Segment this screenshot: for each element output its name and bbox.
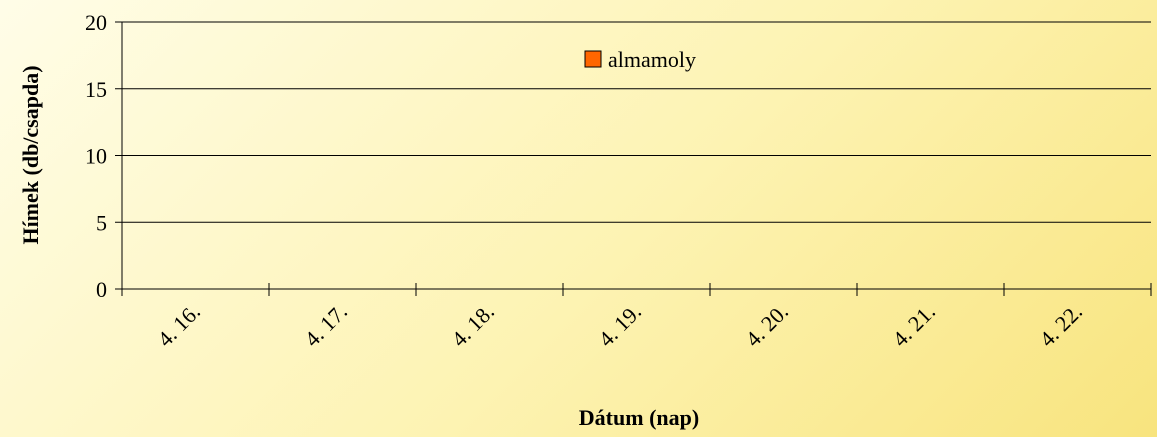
legend-label: almamoly [608, 47, 696, 72]
y-tick-label: 5 [96, 210, 107, 235]
y-tick-label: 10 [85, 144, 107, 169]
x-tick-label: 4. 18. [446, 299, 499, 352]
x-axis-ticks: 4. 16. 4. 17. 4. 18. 4. 19. 4. 20. 4. 21. 4. 2… [121, 283, 1152, 352]
x-tick-label: 4. 16. [152, 299, 205, 352]
legend: almamoly [584, 47, 696, 72]
x-tick-label: 4. 21. [887, 299, 940, 352]
y-axis-title: Hímek (db/csapda) [18, 65, 43, 244]
y-tick-label: 20 [85, 10, 107, 35]
y-axis-ticks: 0 5 10 15 20 [85, 10, 122, 302]
gridlines [122, 21, 1151, 223]
x-axis-title: Dátum (nap) [579, 405, 699, 430]
x-tick-label: 4. 17. [299, 299, 352, 352]
x-tick-label: 4. 20. [740, 299, 793, 352]
legend-swatch [584, 50, 602, 68]
x-tick-label: 4. 22. [1034, 299, 1087, 352]
x-tick-label: 4. 19. [593, 299, 646, 352]
y-tick-label: 0 [96, 277, 107, 302]
y-tick-label: 15 [85, 77, 107, 102]
